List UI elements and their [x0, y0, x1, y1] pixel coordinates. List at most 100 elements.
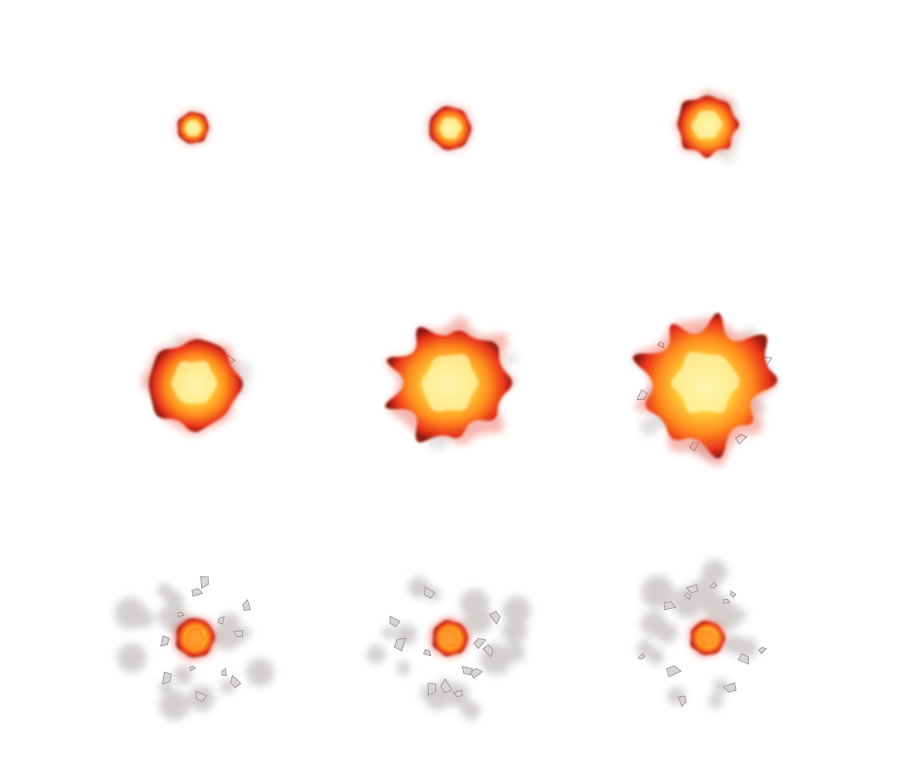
fireball [632, 312, 778, 467]
debris-shard [424, 586, 436, 599]
smoke-puff [460, 589, 490, 619]
smoke-puff [640, 611, 667, 637]
smoke-puff [502, 596, 531, 625]
debris-shard [730, 590, 737, 598]
debris-shard [452, 689, 463, 698]
debris-shard [758, 646, 768, 655]
debris-group [637, 581, 768, 708]
debris-shard [221, 667, 227, 677]
debris-shard [229, 674, 242, 689]
debris-shard [482, 644, 494, 658]
fire-core [691, 110, 723, 139]
fireball [674, 90, 742, 158]
explosion-frame-7-graphic [114, 575, 275, 721]
debris-group [160, 575, 251, 703]
smoke-puff [505, 352, 518, 365]
debris-shard [427, 682, 437, 697]
explosion-frame-1-graphic [176, 110, 211, 145]
fireball [141, 335, 243, 435]
smoke-puff [724, 634, 745, 655]
explosion-frame-6 [606, 283, 806, 483]
fireball [176, 110, 211, 145]
debris-shard [160, 635, 170, 647]
smoke-puff [117, 643, 147, 673]
explosion-frame-5-graphic [385, 316, 518, 451]
explosion-frame-9-graphic [636, 559, 768, 709]
smoke-puff [173, 665, 193, 685]
smoke-puff [636, 640, 654, 657]
smoke-puff [159, 690, 190, 721]
debris-shard [189, 665, 197, 672]
smoke-puff [639, 417, 659, 436]
fireball [173, 616, 217, 661]
fireball [689, 619, 726, 656]
explosion-frame-1 [93, 28, 293, 228]
explosion-frame-9 [607, 538, 807, 738]
fireball [385, 316, 515, 445]
fire-core [439, 118, 463, 139]
explosion-frame-8-graphic [366, 576, 531, 721]
debris-shard [191, 588, 204, 597]
smoke-puff [672, 586, 704, 618]
debris-shard [177, 611, 185, 617]
debris-shard [489, 610, 501, 625]
smoke-puff [246, 658, 275, 687]
debris-shard [195, 690, 207, 703]
fireball [430, 618, 471, 657]
debris-shard [242, 599, 251, 611]
fire-core [670, 351, 740, 414]
smoke-puff [165, 590, 184, 609]
fireball [427, 104, 473, 151]
debris-shard [637, 652, 646, 660]
smoke-puff [712, 601, 742, 631]
ember-core [184, 627, 207, 650]
smoke-puff [382, 626, 395, 639]
debris-shard [737, 653, 750, 665]
explosion-frame-5 [350, 283, 550, 483]
debris-shard [422, 649, 432, 657]
smoke-puff [701, 559, 728, 585]
debris-shard [393, 637, 407, 652]
ember-core [439, 627, 460, 648]
explosion-frame-2-graphic [427, 104, 473, 151]
explosion-frame-3-graphic [674, 90, 742, 164]
smoke-puff [366, 645, 386, 664]
smoke-puff [219, 613, 241, 635]
debris-shard [200, 575, 209, 590]
debris-shard [722, 682, 737, 693]
explosion-frame-6-graphic [632, 312, 778, 467]
debris-shard [709, 581, 718, 589]
smoke-puff [653, 576, 672, 596]
debris-shard [663, 601, 677, 611]
ember-core [696, 629, 718, 648]
explosion-frame-7 [95, 538, 295, 738]
debris-shard [678, 695, 687, 708]
explosion-frame-2 [350, 28, 550, 228]
fire-core [184, 120, 202, 136]
debris-shard [685, 584, 699, 594]
explosion-frame-4-graphic [141, 333, 253, 435]
explosion-frame-8 [350, 538, 550, 738]
smoke-puff [713, 678, 729, 695]
smoke-puff [461, 701, 481, 721]
explosion-frame-4 [93, 283, 293, 483]
debris-shard [473, 637, 487, 650]
smoke-cloud [636, 559, 758, 709]
smoke-puff [708, 693, 723, 709]
smoke-puff [502, 619, 528, 645]
debris-shard [461, 665, 474, 676]
debris-shard [233, 630, 244, 637]
smoke-puff [135, 609, 154, 628]
debris-group [389, 586, 501, 698]
debris-shard [723, 598, 731, 604]
smoke-puff [396, 661, 411, 675]
fire-core [421, 354, 479, 412]
debris-shard [666, 665, 682, 678]
explosion-frame-3 [607, 25, 807, 225]
debris-shard [217, 616, 225, 625]
debris-shard [440, 678, 453, 694]
debris-shard [389, 615, 401, 628]
debris-shard [683, 592, 691, 601]
smoke-puff [505, 643, 525, 663]
